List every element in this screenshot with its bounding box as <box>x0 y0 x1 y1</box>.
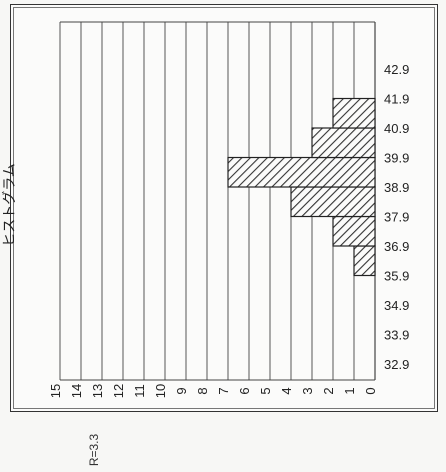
y-tick-label: 36.9 <box>384 239 409 254</box>
x-tick-label: 4 <box>279 387 294 394</box>
x-tick-label: 13 <box>90 384 105 398</box>
x-tick-label: 15 <box>48 384 63 398</box>
y-tick-label: 37.9 <box>384 210 409 225</box>
y-tick-label: 42.9 <box>384 62 409 77</box>
histogram-bar <box>332 97 376 129</box>
x-tick-label: 2 <box>321 387 336 394</box>
x-tick-labels: 15 14 13 12 11 10 9 8 7 6 5 4 3 2 1 0 <box>48 384 378 398</box>
y-tick-label: 39.9 <box>384 151 409 166</box>
range-label: R=3.3 <box>87 433 101 467</box>
y-tick-labels: 32.9 33.9 34.9 35.9 36.9 37.9 38.9 39.9 40.9 41.9… <box>384 62 409 372</box>
bars <box>227 97 376 277</box>
x-tick-label: 6 <box>237 387 252 394</box>
y-tick-label: 41.9 <box>384 92 409 107</box>
x-tick-label: 9 <box>174 387 189 394</box>
histogram-bar <box>332 215 376 247</box>
y-tick-label: 40.9 <box>384 121 409 136</box>
x-tick-label: 12 <box>111 384 126 398</box>
histogram-bar <box>353 245 376 277</box>
chart-frame-inner-border <box>13 7 435 409</box>
x-tick-label: 14 <box>69 384 84 398</box>
y-tick-label: 38.9 <box>384 180 409 195</box>
x-tick-label: 1 <box>342 387 357 394</box>
histogram-bar <box>227 156 376 188</box>
histogram-title-label: ヒストグラム <box>2 163 18 247</box>
x-tick-label: 7 <box>216 387 231 394</box>
x-tick-label: 11 <box>132 384 147 398</box>
histogram-bar <box>311 127 376 159</box>
y-tick-label: 35.9 <box>384 269 409 284</box>
x-tick-label: 8 <box>195 387 210 394</box>
x-tick-label: 0 <box>363 387 378 394</box>
x-tick-label: 5 <box>258 387 273 394</box>
y-tick-label: 32.9 <box>384 357 409 372</box>
x-tick-label: 10 <box>153 384 168 398</box>
x-tick-label: 3 <box>300 387 315 394</box>
y-tick-label: 34.9 <box>384 298 409 313</box>
y-tick-label: 33.9 <box>384 328 409 343</box>
histogram-bar <box>290 186 376 218</box>
